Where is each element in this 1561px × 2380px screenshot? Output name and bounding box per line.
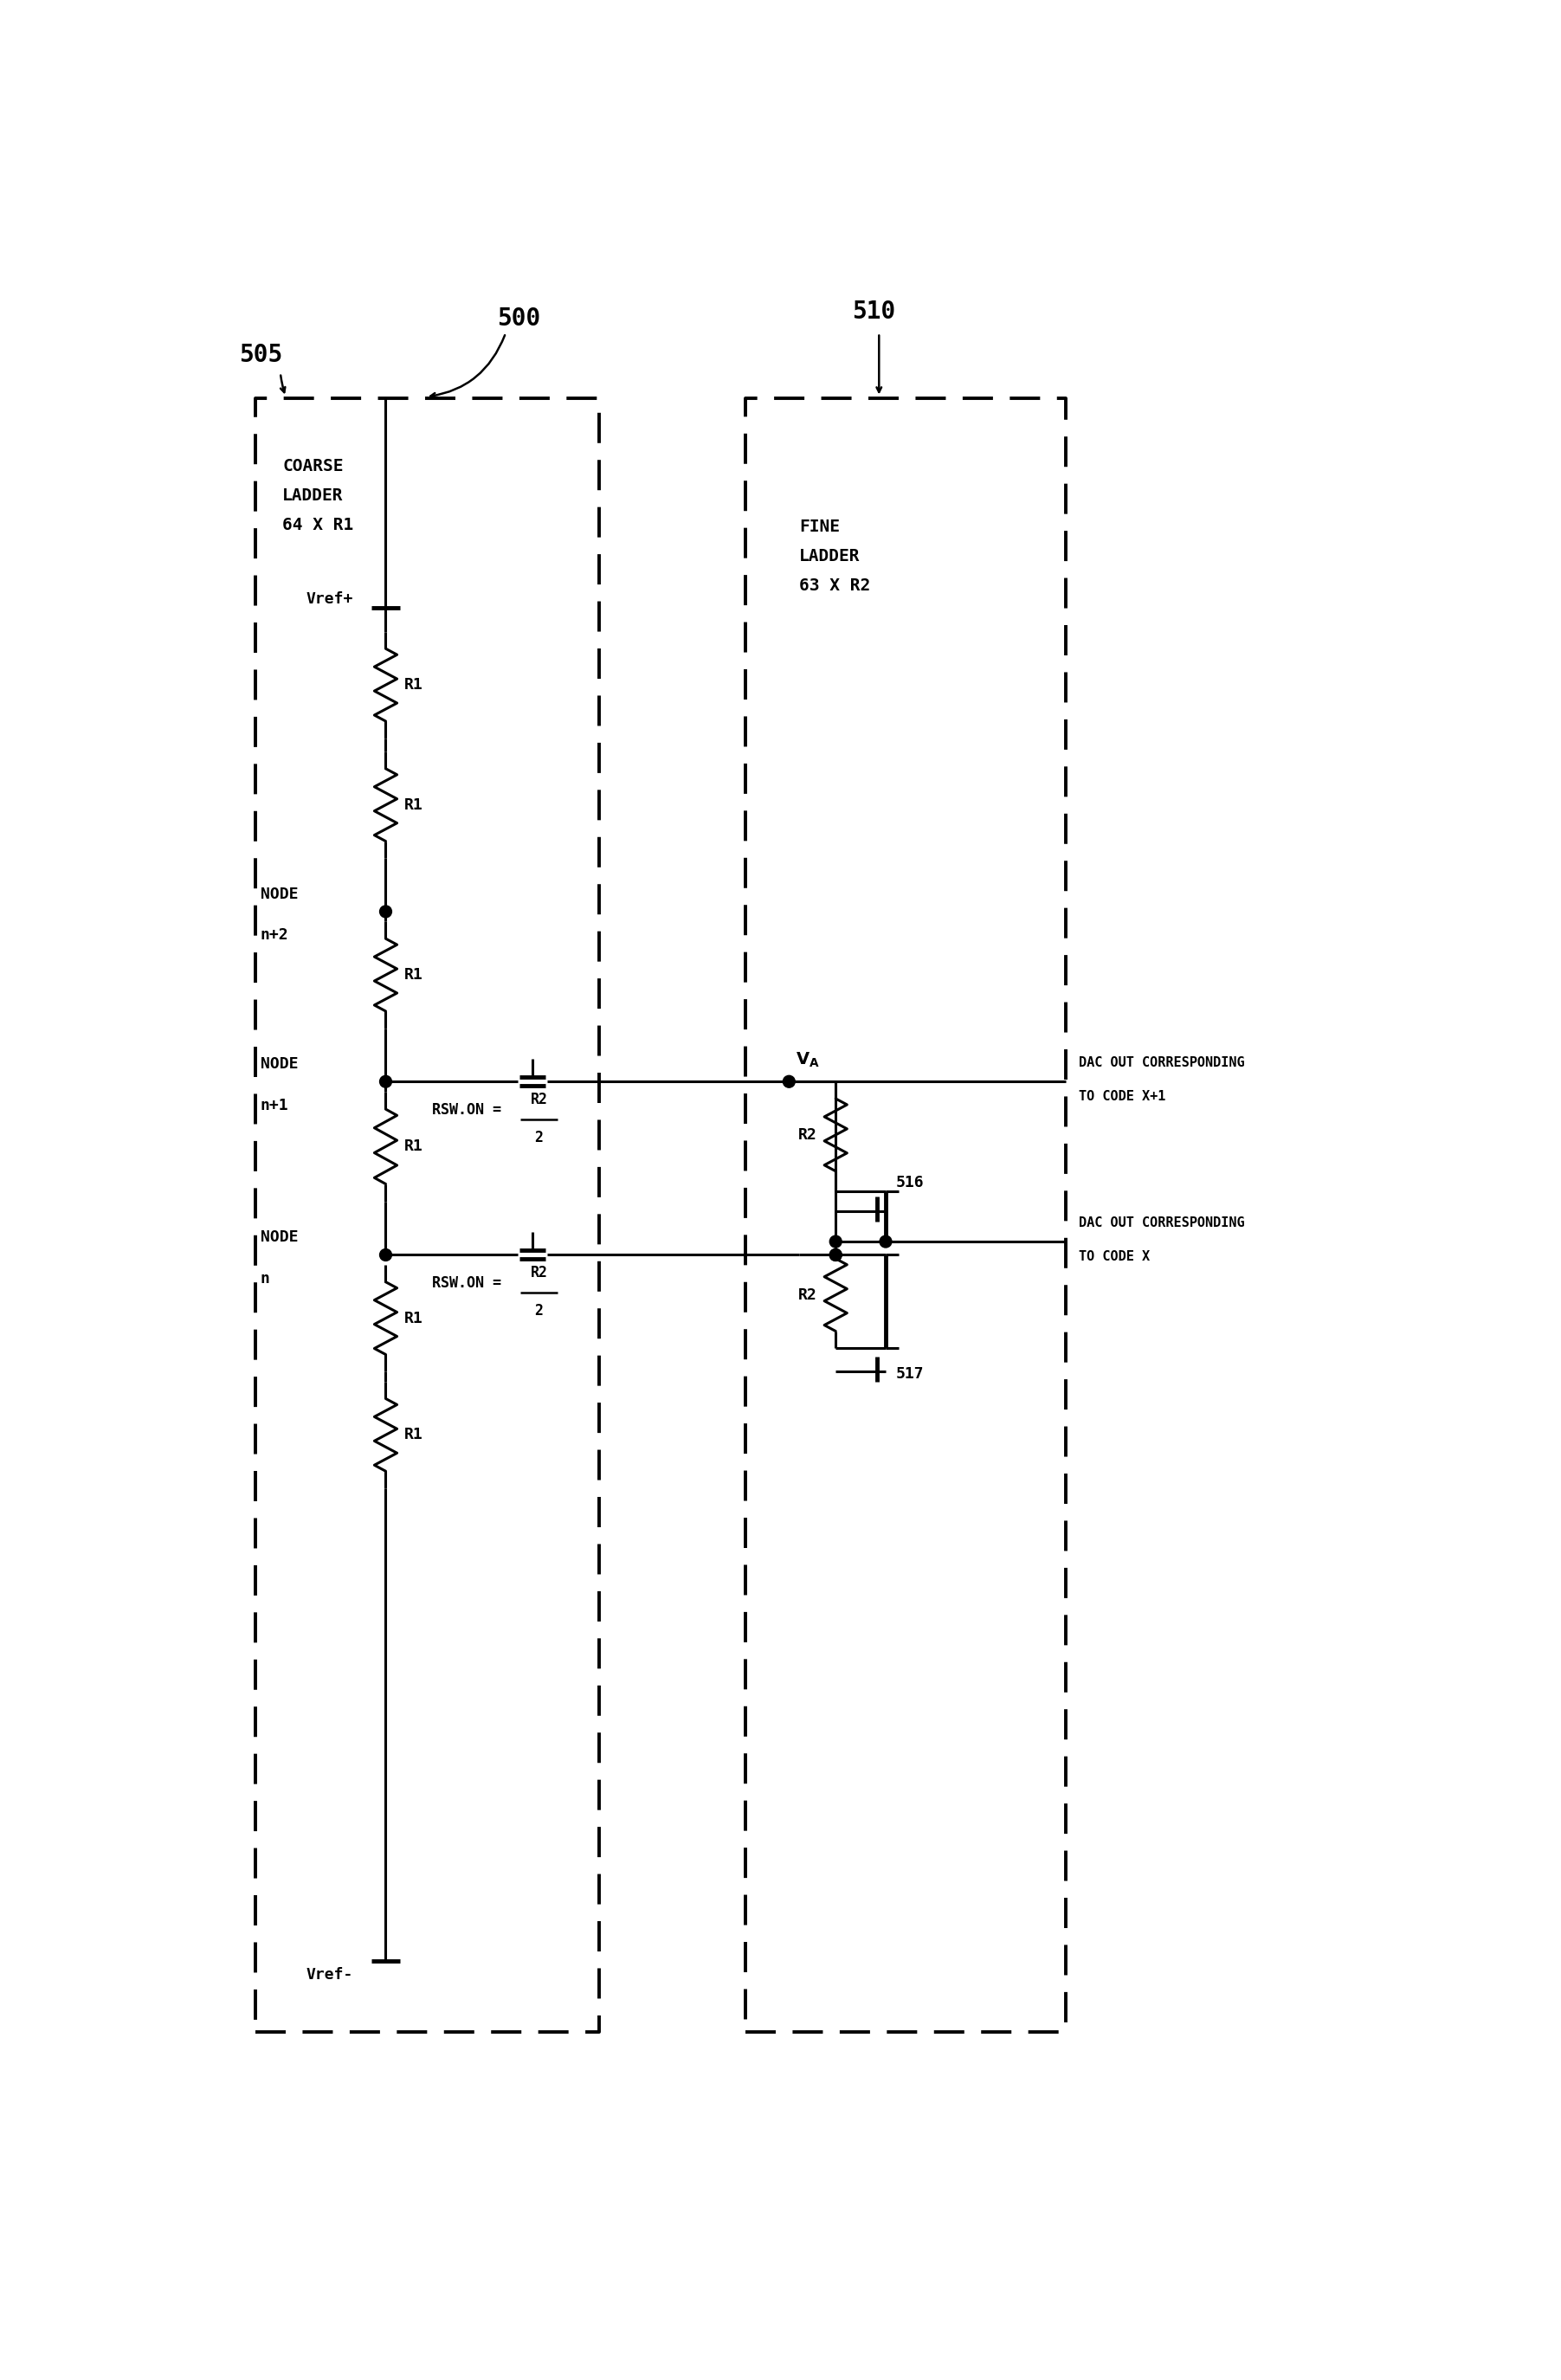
Text: DAC OUT CORRESPONDING: DAC OUT CORRESPONDING — [1079, 1216, 1246, 1230]
Text: R2: R2 — [798, 1288, 816, 1302]
Text: NODE: NODE — [261, 885, 298, 902]
Text: 516: 516 — [896, 1176, 924, 1190]
Text: n: n — [261, 1271, 270, 1285]
Text: R1: R1 — [404, 1311, 423, 1326]
Text: RSW.ON =: RSW.ON = — [432, 1102, 501, 1119]
Text: 2: 2 — [535, 1130, 543, 1145]
Text: R1: R1 — [404, 1138, 423, 1154]
Text: RSW.ON =: RSW.ON = — [432, 1276, 501, 1290]
Text: 505: 505 — [239, 343, 283, 367]
Text: FINE
LADDER
63 X R2: FINE LADDER 63 X R2 — [799, 519, 869, 593]
Circle shape — [784, 1076, 795, 1088]
Text: DAC OUT CORRESPONDING: DAC OUT CORRESPONDING — [1079, 1057, 1246, 1069]
Circle shape — [379, 1250, 392, 1261]
Text: n+2: n+2 — [261, 928, 289, 942]
Circle shape — [880, 1235, 891, 1247]
Circle shape — [830, 1250, 841, 1261]
Text: 500: 500 — [498, 307, 540, 331]
Text: R2: R2 — [531, 1092, 548, 1107]
Text: Vref-: Vref- — [306, 1968, 353, 1983]
Text: Vref+: Vref+ — [306, 593, 353, 607]
Text: R2: R2 — [531, 1264, 548, 1280]
Circle shape — [379, 1076, 392, 1088]
Circle shape — [830, 1250, 841, 1261]
Text: 517: 517 — [896, 1366, 924, 1383]
Text: n+1: n+1 — [261, 1097, 289, 1114]
Text: R1: R1 — [404, 678, 423, 693]
Text: 510: 510 — [852, 300, 896, 324]
Text: R1: R1 — [404, 1428, 423, 1442]
Text: R2: R2 — [798, 1128, 816, 1142]
Text: NODE: NODE — [261, 1230, 298, 1245]
Text: COARSE
LADDER
64 X R1: COARSE LADDER 64 X R1 — [283, 459, 354, 533]
Text: TO CODE X+1: TO CODE X+1 — [1079, 1090, 1166, 1102]
Text: R1: R1 — [404, 797, 423, 812]
Text: R1: R1 — [404, 966, 423, 983]
Circle shape — [379, 904, 392, 919]
Text: $\mathregular{V_A}$: $\mathregular{V_A}$ — [796, 1052, 820, 1069]
Circle shape — [830, 1235, 841, 1247]
Text: NODE: NODE — [261, 1057, 298, 1071]
Text: 2: 2 — [535, 1302, 543, 1319]
Text: TO CODE X: TO CODE X — [1079, 1250, 1150, 1264]
